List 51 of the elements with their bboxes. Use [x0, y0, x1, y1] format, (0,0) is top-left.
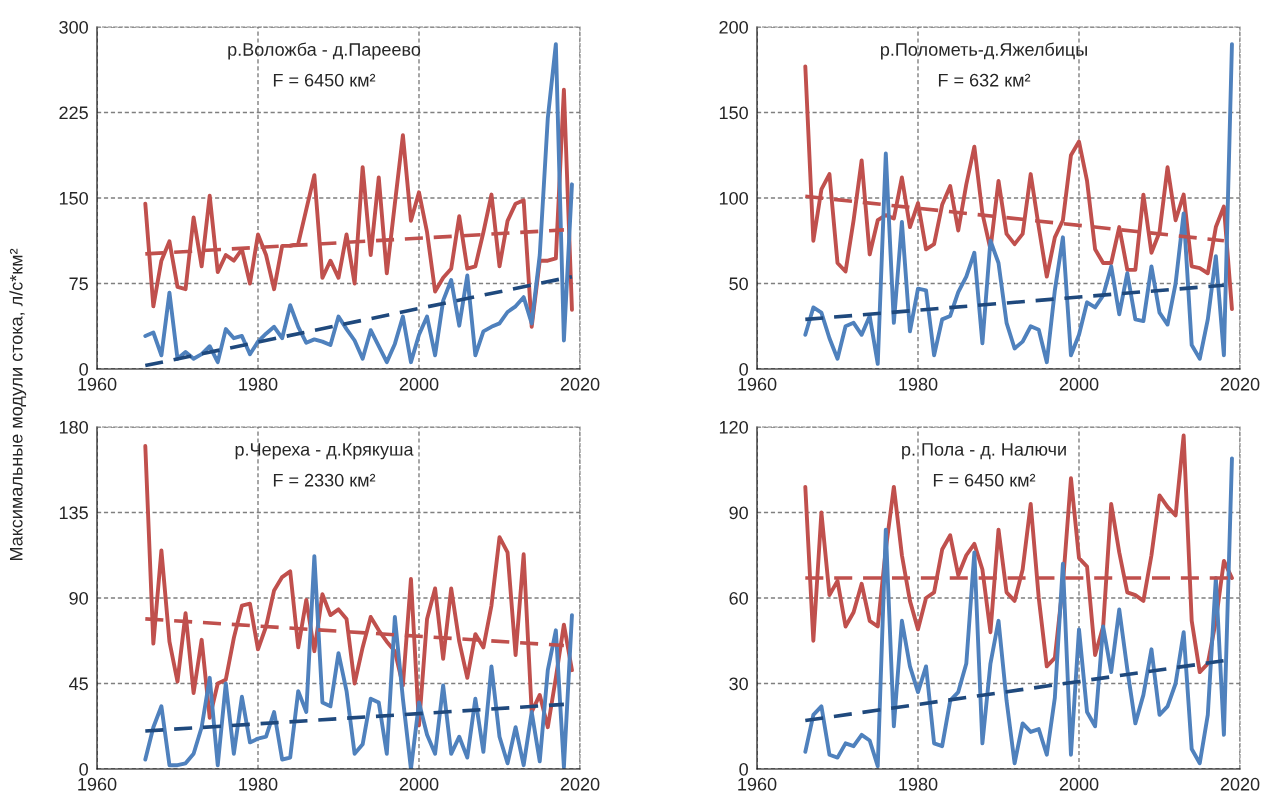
y-tick-label: 60	[729, 591, 748, 605]
x-tick-label: 1960	[738, 777, 777, 791]
y-tick-label: 180	[59, 420, 88, 434]
x-tick-label: 1980	[899, 377, 938, 391]
x-tick-label: 2000	[399, 377, 439, 391]
x-tick-label: 1960	[738, 377, 777, 391]
x-tick-label: 1980	[239, 777, 278, 791]
y-axis-title: Максимальные модули стока, л/с*км²	[9, 248, 27, 561]
y-tick-label: 90	[69, 591, 88, 605]
line-series	[803, 64, 1234, 312]
x-tick-label: 2020	[1220, 377, 1260, 391]
line-series	[143, 87, 574, 329]
y-tick-label: 75	[69, 277, 88, 291]
y-tick-label: 100	[719, 191, 748, 205]
y-tick-label: 150	[59, 191, 88, 205]
x-tick-label: 2020	[560, 777, 600, 791]
text: р. Пола - д. Налючи	[902, 443, 1066, 460]
y-tick-label: 300	[59, 20, 88, 34]
x-tick-label: 1960	[78, 377, 117, 391]
y-tick-label: 0	[739, 362, 748, 376]
x-tick-label: 2000	[1059, 377, 1099, 391]
x-tick-label: 2000	[399, 777, 439, 791]
y-tick-label: 200	[719, 20, 748, 34]
y-tick-label: 0	[739, 762, 748, 776]
x-tick-label: 1980	[239, 377, 278, 391]
x-tick-label: 2020	[560, 377, 600, 391]
line-series	[143, 42, 574, 365]
y-tick-label: 120	[719, 420, 748, 434]
y-tick-label: 0	[79, 362, 88, 376]
y-tick-label: 45	[69, 677, 88, 691]
text: р.Полометь-д.Яжелбицы	[881, 42, 1087, 60]
x-tick-label: 1980	[899, 777, 938, 791]
y-tick-label: 90	[729, 506, 748, 520]
y-tick-label: 135	[59, 506, 88, 520]
x-tick-label: 1960	[78, 777, 117, 791]
text: F = 632 км²	[938, 73, 1031, 87]
text: F = 6450 км²	[273, 73, 376, 87]
y-tick-label: 225	[59, 106, 88, 120]
y-tick-label: 150	[719, 106, 748, 120]
text: F = 6450 км²	[933, 473, 1036, 487]
y-tick-label: 30	[729, 677, 748, 691]
y-tick-label: 0	[79, 762, 88, 776]
line-series	[803, 42, 1234, 366]
line-series	[143, 554, 574, 769]
text: F = 2330 км²	[273, 473, 376, 487]
y-tick-label: 50	[729, 277, 748, 291]
x-tick-label: 2000	[1059, 777, 1099, 791]
x-tick-label: 2020	[1220, 777, 1260, 791]
text: р.Воложба - д.Пареево	[228, 42, 421, 60]
line-series	[143, 444, 574, 730]
text: р.Череха - д.Крякуша	[235, 443, 414, 460]
